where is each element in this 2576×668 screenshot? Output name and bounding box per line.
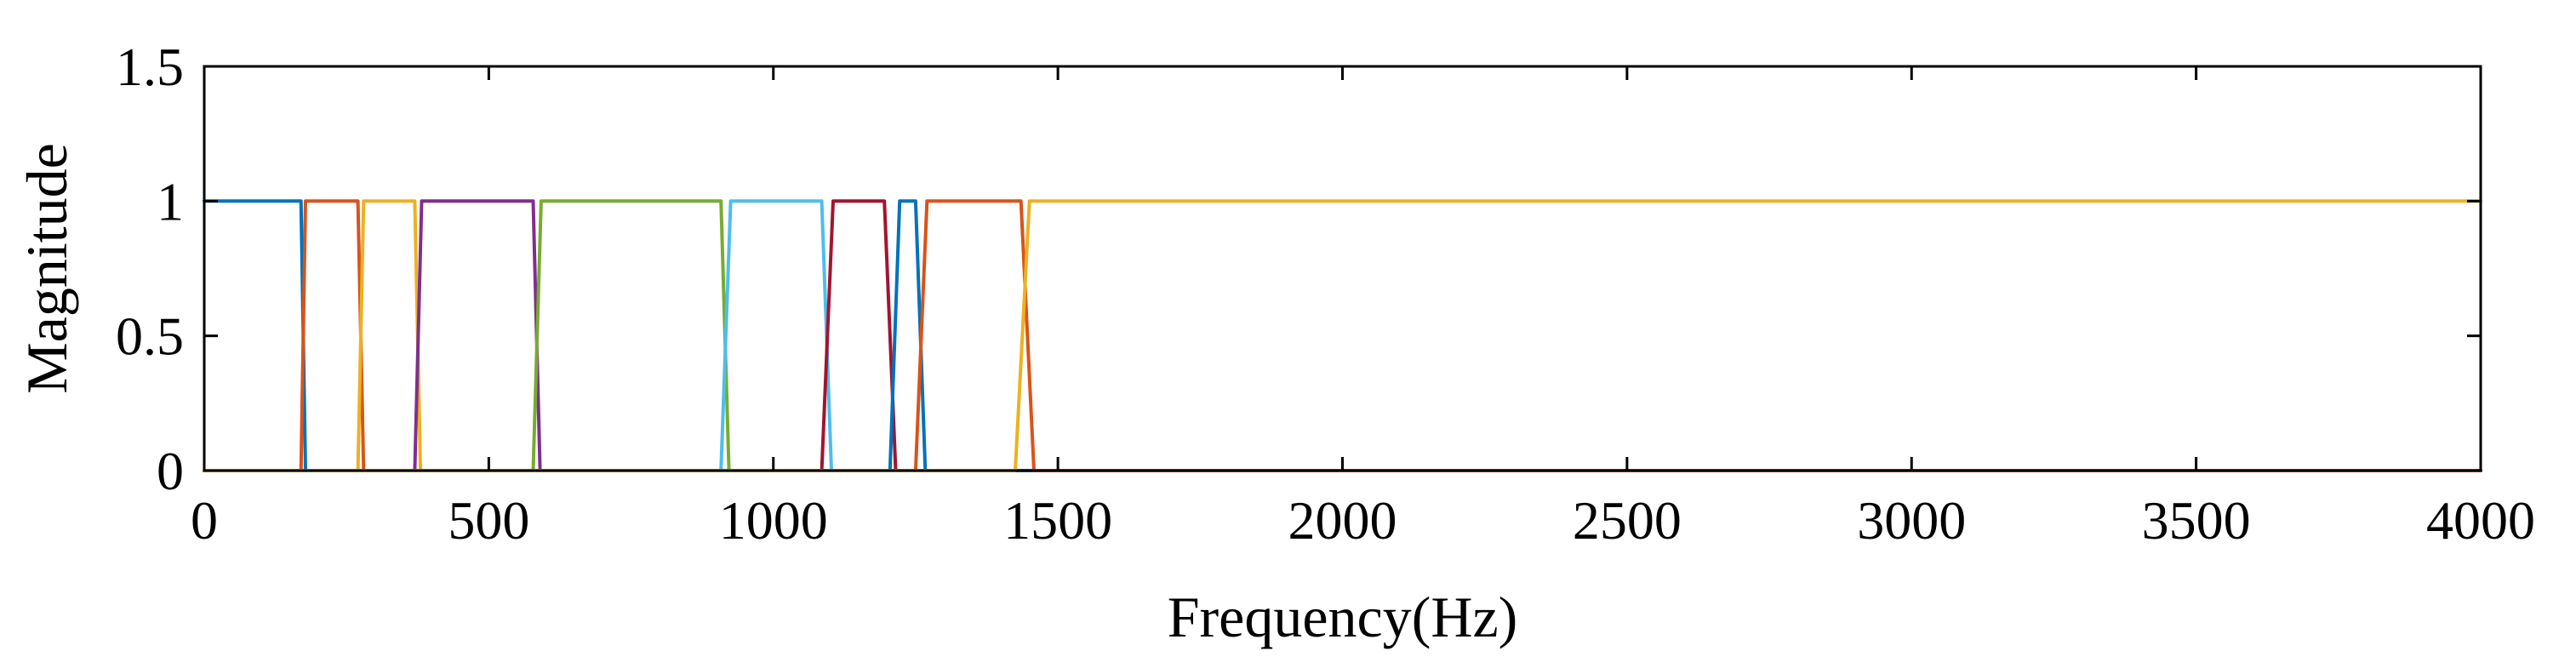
x-tick-label: 1000 <box>719 490 828 551</box>
tick-label-layer: 0 500 1000 1500 2000 2500 3000 3500 4000 0 0.5 1 1.5 <box>116 37 2535 551</box>
x-tick-label: 500 <box>448 490 529 551</box>
x-axis-label: Frequency(Hz) <box>1168 585 1518 649</box>
series-line-1 <box>203 199 2482 472</box>
y-tick-label: 0.5 <box>116 306 184 367</box>
series-line-10 <box>203 199 2482 472</box>
series-line-8 <box>203 199 2482 472</box>
x-tick-label: 3000 <box>1857 490 1966 551</box>
plot-frame <box>203 65 2482 472</box>
series-line-7 <box>203 199 2482 472</box>
series-line-5 <box>203 199 2482 472</box>
x-tick-label: 1500 <box>1003 490 1112 551</box>
x-tick-label: 3500 <box>2142 490 2251 551</box>
x-tick-label: 2000 <box>1288 490 1397 551</box>
y-tick-label: 1 <box>157 171 184 231</box>
x-tick-label: 2500 <box>1573 490 1682 551</box>
x-tick-label: 0 <box>191 490 218 551</box>
series-line-9 <box>203 199 2482 472</box>
series-line-4 <box>203 199 2482 472</box>
y-tick-label: 1.5 <box>116 37 184 97</box>
y-axis-label: Magnitude <box>14 143 79 394</box>
tick-layer <box>203 65 2482 472</box>
series-line-6 <box>203 199 2482 472</box>
series-line-2 <box>203 199 2482 472</box>
series-layer <box>203 199 2482 472</box>
y-tick-label: 0 <box>157 441 184 501</box>
series-line-3 <box>203 199 2482 472</box>
x-tick-label: 4000 <box>2426 490 2535 551</box>
